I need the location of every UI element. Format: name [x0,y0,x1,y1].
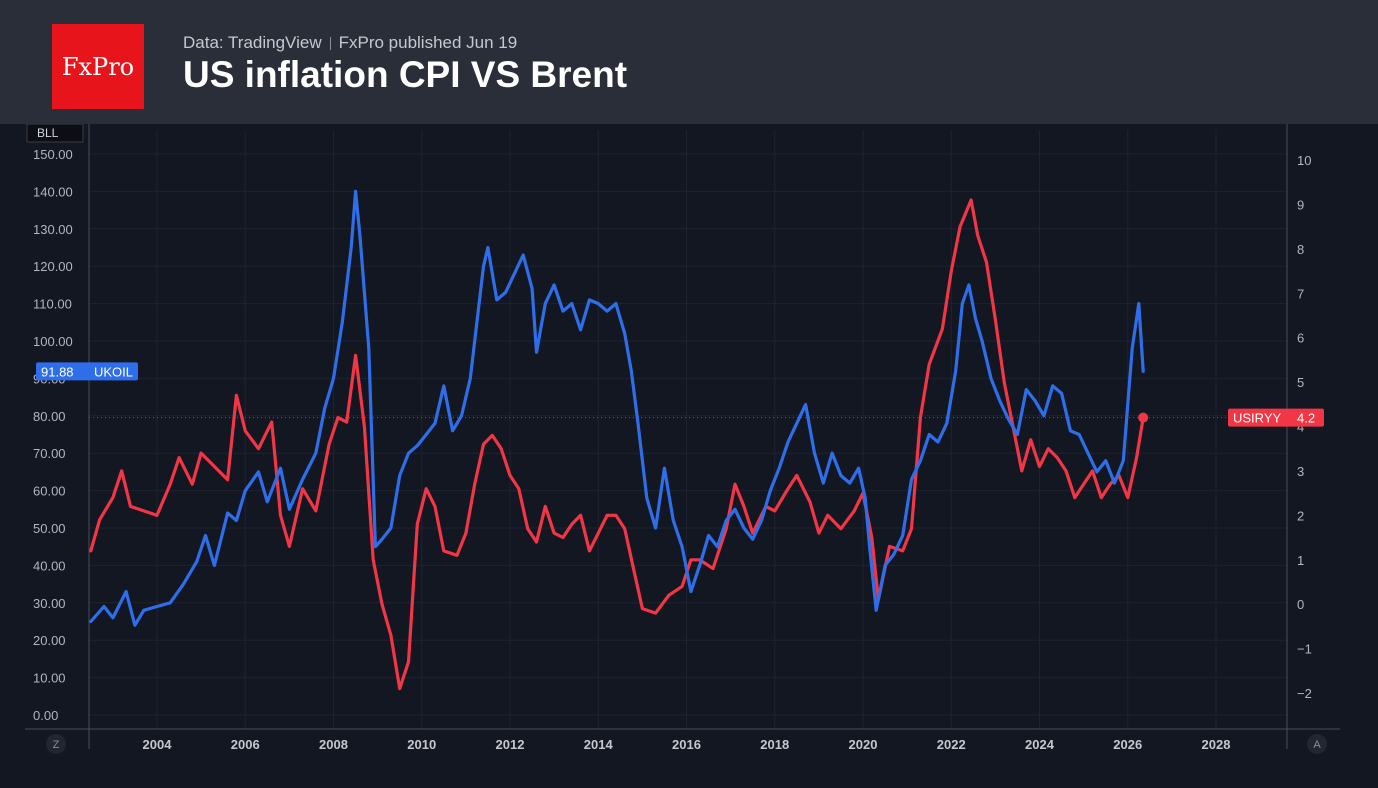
corner-right-button[interactable] [1307,734,1327,754]
left-tick-label: 120.00 [33,259,73,274]
cpi-series-line [89,198,1145,691]
oil-last-value-tag [36,362,138,381]
oil-series-line [89,189,1145,627]
left-tick-label: 70.00 [33,446,66,461]
logo-text: FxPro [61,52,135,81]
left-tick-label: 80.00 [33,409,66,424]
left-unit-box [26,124,84,143]
right-tick-label: 10 [1297,153,1311,168]
left-tick-label: 30.00 [33,596,66,611]
chart[interactable]: BLL 0.00 10.00 20.00 30.00 40.00 50.00 60.00 70.… [0,124,1378,788]
left-unit-label: BLL [37,126,59,140]
left-tick-label: 140.00 [33,184,73,199]
right-tick-label: 0 [1297,597,1304,612]
cpi-last-value-tag [1228,408,1324,427]
left-tick-label: 130.00 [33,222,73,237]
x-tick-label: 2012 [496,737,525,752]
corner-left-label: Z [53,739,60,751]
cpi-last-point [1138,412,1149,423]
corner-left-button[interactable] [46,734,66,754]
right-tick-label: 1 [1297,553,1304,568]
left-tick-label: 20.00 [33,633,66,648]
right-tick-label: 6 [1297,331,1304,346]
oil-series-name: UKOIL [94,364,133,379]
left-tick-label: 110.00 [33,297,72,312]
right-tick-label: 4 [1297,420,1304,435]
left-tick-label: 100.00 [33,334,73,349]
x-tick-label: 2016 [672,737,701,752]
x-tick-label: 2018 [760,737,789,752]
left-tick-label: 150.00 [33,147,73,162]
right-tick-label: 9 [1297,197,1304,212]
published-date: FxPro published Jun 19 [338,33,518,52]
chart-subtitle: Data: TradingView FxPro published Jun 19 [183,33,517,53]
right-tick-label: −1 [1297,642,1312,657]
left-tick-label: 0.00 [33,708,58,723]
oil-last-value: 91.88 [41,364,74,379]
x-tick-label: 2024 [1025,737,1055,752]
cpi-last-value: 4.2 [1297,411,1315,426]
right-tick-label: 7 [1297,286,1304,301]
left-tick-label: 60.00 [33,484,66,499]
x-tick-label: 2008 [319,737,348,752]
x-tick-label: 2010 [407,737,436,752]
x-tick-label: 2028 [1202,737,1231,752]
cpi-series-name: USIRYY [1233,411,1281,426]
x-tick-label: 2022 [937,737,966,752]
right-tick-label: 3 [1297,464,1304,479]
right-tick-label: 2 [1297,508,1304,523]
x-tick-label: 2006 [231,737,260,752]
header: FxPro Data: TradingView FxPro published J… [0,0,1378,124]
right-tick-label: −2 [1297,686,1312,701]
fxpro-logo: FxPro [52,24,144,109]
left-tick-label: 10.00 [33,671,66,686]
data-source: Data: TradingView [183,33,322,52]
left-tick-label: 50.00 [33,521,66,536]
separator [329,37,331,51]
chart-title: US inflation CPI VS Brent [183,54,628,95]
x-tick-label: 2020 [849,737,878,752]
x-tick-label: 2004 [143,737,173,752]
right-tick-label: 5 [1297,375,1304,390]
corner-right-label: A [1313,739,1321,751]
right-tick-label: 8 [1297,242,1304,257]
x-tick-label: 2014 [584,737,614,752]
x-tick-label: 2026 [1113,737,1142,752]
left-tick-label: 40.00 [33,558,66,573]
